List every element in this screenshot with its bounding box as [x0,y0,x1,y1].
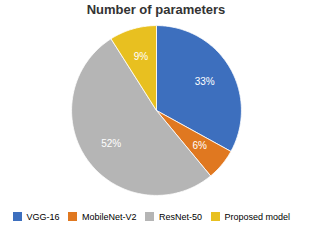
svg-text:52%: 52% [101,138,121,149]
svg-text:33%: 33% [195,76,215,87]
html-text:MobileNet-V2: MobileNet-V2 [82,211,137,222]
svg-text:6%: 6% [192,140,207,151]
html-text:Number of parameters: Number of parameters [86,2,226,17]
html-text:VGG-16: VGG-16 [26,211,60,222]
html-text:ResNet-50: ResNet-50 [159,211,202,222]
svg-text:9%: 9% [134,51,149,62]
html-text:Proposed model: Proposed model [224,211,291,222]
